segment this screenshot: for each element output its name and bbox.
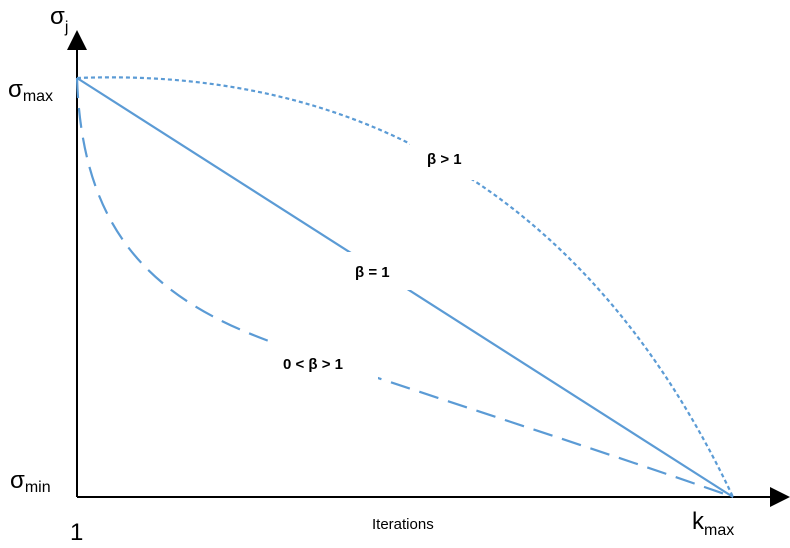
y-max-label-sub: max — [23, 88, 53, 105]
y-axis-label-main: σ — [50, 3, 65, 30]
y-max-label-main: σ — [8, 76, 23, 103]
y-min-label-sub: min — [25, 479, 51, 496]
x-start-label: 1 — [70, 519, 83, 546]
x-end-label-sub: max — [704, 522, 734, 539]
curve-label-beta-gt-1: β > 1 — [427, 151, 462, 168]
x-end-label: kmax — [692, 508, 734, 539]
label-mask-beta-between — [270, 340, 378, 386]
label-mask-beta-eq-1 — [342, 252, 412, 290]
y-min-label: σmin — [10, 467, 51, 496]
x-axis-title: Iterations — [372, 516, 434, 533]
label-mask-beta-gt-1 — [410, 138, 488, 180]
curve-label-beta-between: 0 < β > 1 — [283, 356, 343, 373]
y-max-label: σmax — [8, 76, 53, 105]
curve-label-beta-eq-1: β = 1 — [355, 264, 390, 281]
y-axis-label: σj — [50, 3, 68, 36]
y-axis-label-sub: j — [64, 19, 69, 36]
y-min-label-main: σ — [10, 467, 25, 494]
x-end-label-main: k — [692, 508, 705, 535]
